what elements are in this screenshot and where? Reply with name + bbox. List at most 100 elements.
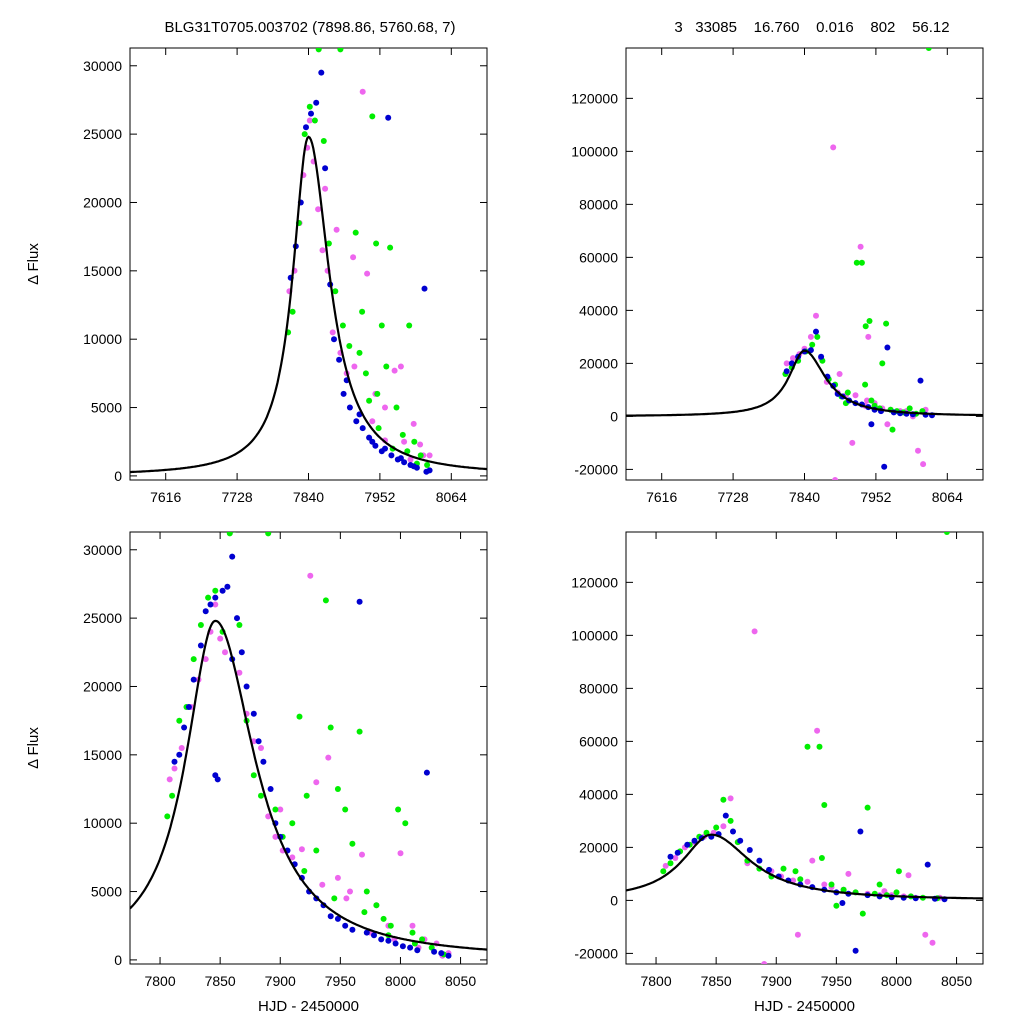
data-point-series-3 bbox=[318, 69, 325, 76]
panel-bottom-right: 7800 7850 7900 7950 8000 8050 -20000 0 20000 4000… bbox=[571, 531, 984, 1015]
data-point-series-2 bbox=[342, 806, 349, 813]
data-point-series-1 bbox=[672, 855, 679, 861]
data-point-series-2 bbox=[797, 876, 804, 883]
data-point-series-2 bbox=[399, 431, 406, 438]
data-point-series-1 bbox=[857, 243, 864, 250]
data-point-series-2 bbox=[424, 462, 431, 468]
data-point-series-3 bbox=[392, 940, 399, 947]
data-point-series-1 bbox=[804, 878, 811, 885]
data-point-series-3 bbox=[327, 913, 334, 920]
data-point-series-1 bbox=[333, 226, 340, 233]
plot-area bbox=[130, 519, 487, 959]
x-tick-label: 8000 bbox=[385, 973, 416, 989]
data-point-series-2 bbox=[720, 796, 727, 803]
data-point-series-1 bbox=[298, 846, 305, 853]
data-point-series-2 bbox=[373, 902, 380, 909]
x-tick-label: 7850 bbox=[701, 973, 732, 989]
data-point-series-1 bbox=[334, 874, 341, 881]
data-point-series-1 bbox=[783, 360, 790, 367]
y-tick-label: 10000 bbox=[83, 815, 122, 831]
data-point-series-3 bbox=[445, 952, 452, 959]
data-point-series-2 bbox=[265, 532, 272, 537]
data-point-series-3 bbox=[369, 438, 376, 445]
data-point-series-1 bbox=[202, 656, 209, 663]
data-point-series-2 bbox=[366, 397, 373, 404]
data-point-series-2 bbox=[289, 820, 296, 827]
y-tick-label: -20000 bbox=[574, 461, 618, 477]
data-point-series-3 bbox=[407, 944, 414, 951]
y-tick-label: 0 bbox=[114, 468, 122, 484]
data-point-series-3 bbox=[267, 786, 274, 792]
data-point-series-2 bbox=[713, 824, 720, 831]
data-point-series-2 bbox=[883, 320, 890, 327]
x-tick-label: 7952 bbox=[860, 489, 891, 505]
data-point-series-3 bbox=[336, 356, 343, 363]
data-point-series-3 bbox=[176, 751, 183, 758]
data-point-series-1 bbox=[343, 895, 350, 902]
data-point-series-2 bbox=[844, 389, 851, 396]
data-point-series-1 bbox=[830, 144, 837, 151]
data-point-series-3 bbox=[917, 377, 924, 384]
data-point-series-2 bbox=[369, 113, 376, 120]
data-point-series-2 bbox=[212, 587, 219, 594]
data-point-series-3 bbox=[353, 418, 360, 425]
data-point-series-2 bbox=[380, 915, 387, 922]
data-point-series-2 bbox=[322, 597, 329, 604]
data-point-series-2 bbox=[356, 349, 363, 356]
data-point-series-2 bbox=[853, 259, 860, 266]
x-tick-label: 7800 bbox=[640, 973, 671, 989]
y-tick-label: 25000 bbox=[83, 610, 122, 626]
header-right-text: 3 33085 16.760 0.016 802 56.12 bbox=[674, 19, 949, 36]
x-tick-label: 8050 bbox=[445, 973, 476, 989]
data-point-series-2 bbox=[406, 322, 413, 329]
data-point-series-3 bbox=[857, 828, 864, 835]
data-point-series-2 bbox=[866, 318, 873, 324]
data-point-series-3 bbox=[181, 724, 188, 731]
data-point-series-3 bbox=[839, 900, 846, 906]
data-point-series-1 bbox=[347, 888, 353, 895]
data-point-series-2 bbox=[236, 622, 243, 628]
data-point-series-1 bbox=[329, 329, 336, 336]
plot-frame bbox=[625, 531, 984, 965]
panel-top-left: 7616 7728 7840 7952 8064 0 5000 10000 15000 20000… bbox=[25, 47, 488, 505]
data-point-series-3 bbox=[737, 837, 744, 844]
data-point-series-2 bbox=[383, 363, 390, 370]
data-point-series-1 bbox=[426, 452, 433, 459]
data-point-series-3 bbox=[243, 683, 250, 690]
data-point-series-1 bbox=[832, 477, 839, 480]
data-point-series-3 bbox=[219, 587, 226, 594]
y-tick-label: 20000 bbox=[579, 355, 618, 371]
data-point-series-1 bbox=[836, 371, 843, 377]
data-point-series-2 bbox=[943, 532, 950, 535]
data-point-series-2 bbox=[301, 868, 308, 874]
data-point-series-2 bbox=[378, 322, 385, 329]
data-point-series-3 bbox=[224, 583, 231, 590]
data-point-series-2 bbox=[818, 855, 825, 861]
y-tick-label: 0 bbox=[610, 892, 618, 908]
data-point-series-1 bbox=[351, 363, 358, 370]
data-point-series-3 bbox=[388, 452, 395, 459]
data-point-series-3 bbox=[359, 425, 366, 432]
data-point-series-2 bbox=[906, 405, 913, 412]
data-point-series-1 bbox=[359, 88, 366, 95]
data-point-series-2 bbox=[334, 786, 341, 792]
data-point-series-2 bbox=[332, 288, 339, 295]
y-tick-label: -20000 bbox=[574, 945, 618, 961]
data-point-series-3 bbox=[197, 642, 204, 649]
data-point-series-1 bbox=[229, 519, 235, 525]
data-point-series-3 bbox=[334, 915, 341, 922]
data-point-series-2 bbox=[325, 240, 332, 247]
data-point-series-2 bbox=[667, 860, 674, 867]
data-point-series-2 bbox=[176, 717, 183, 724]
data-point-series-3 bbox=[431, 948, 438, 955]
data-point-series-2 bbox=[814, 333, 821, 340]
data-point-series-2 bbox=[313, 847, 320, 854]
data-point-series-3 bbox=[397, 455, 404, 462]
x-tick-label: 8064 bbox=[436, 489, 467, 505]
y-tick-label: 20000 bbox=[579, 839, 618, 855]
data-point-series-2 bbox=[359, 308, 366, 315]
data-point-series-1 bbox=[325, 754, 332, 761]
data-point-series-3 bbox=[884, 344, 891, 351]
data-point-series-2 bbox=[361, 909, 368, 916]
